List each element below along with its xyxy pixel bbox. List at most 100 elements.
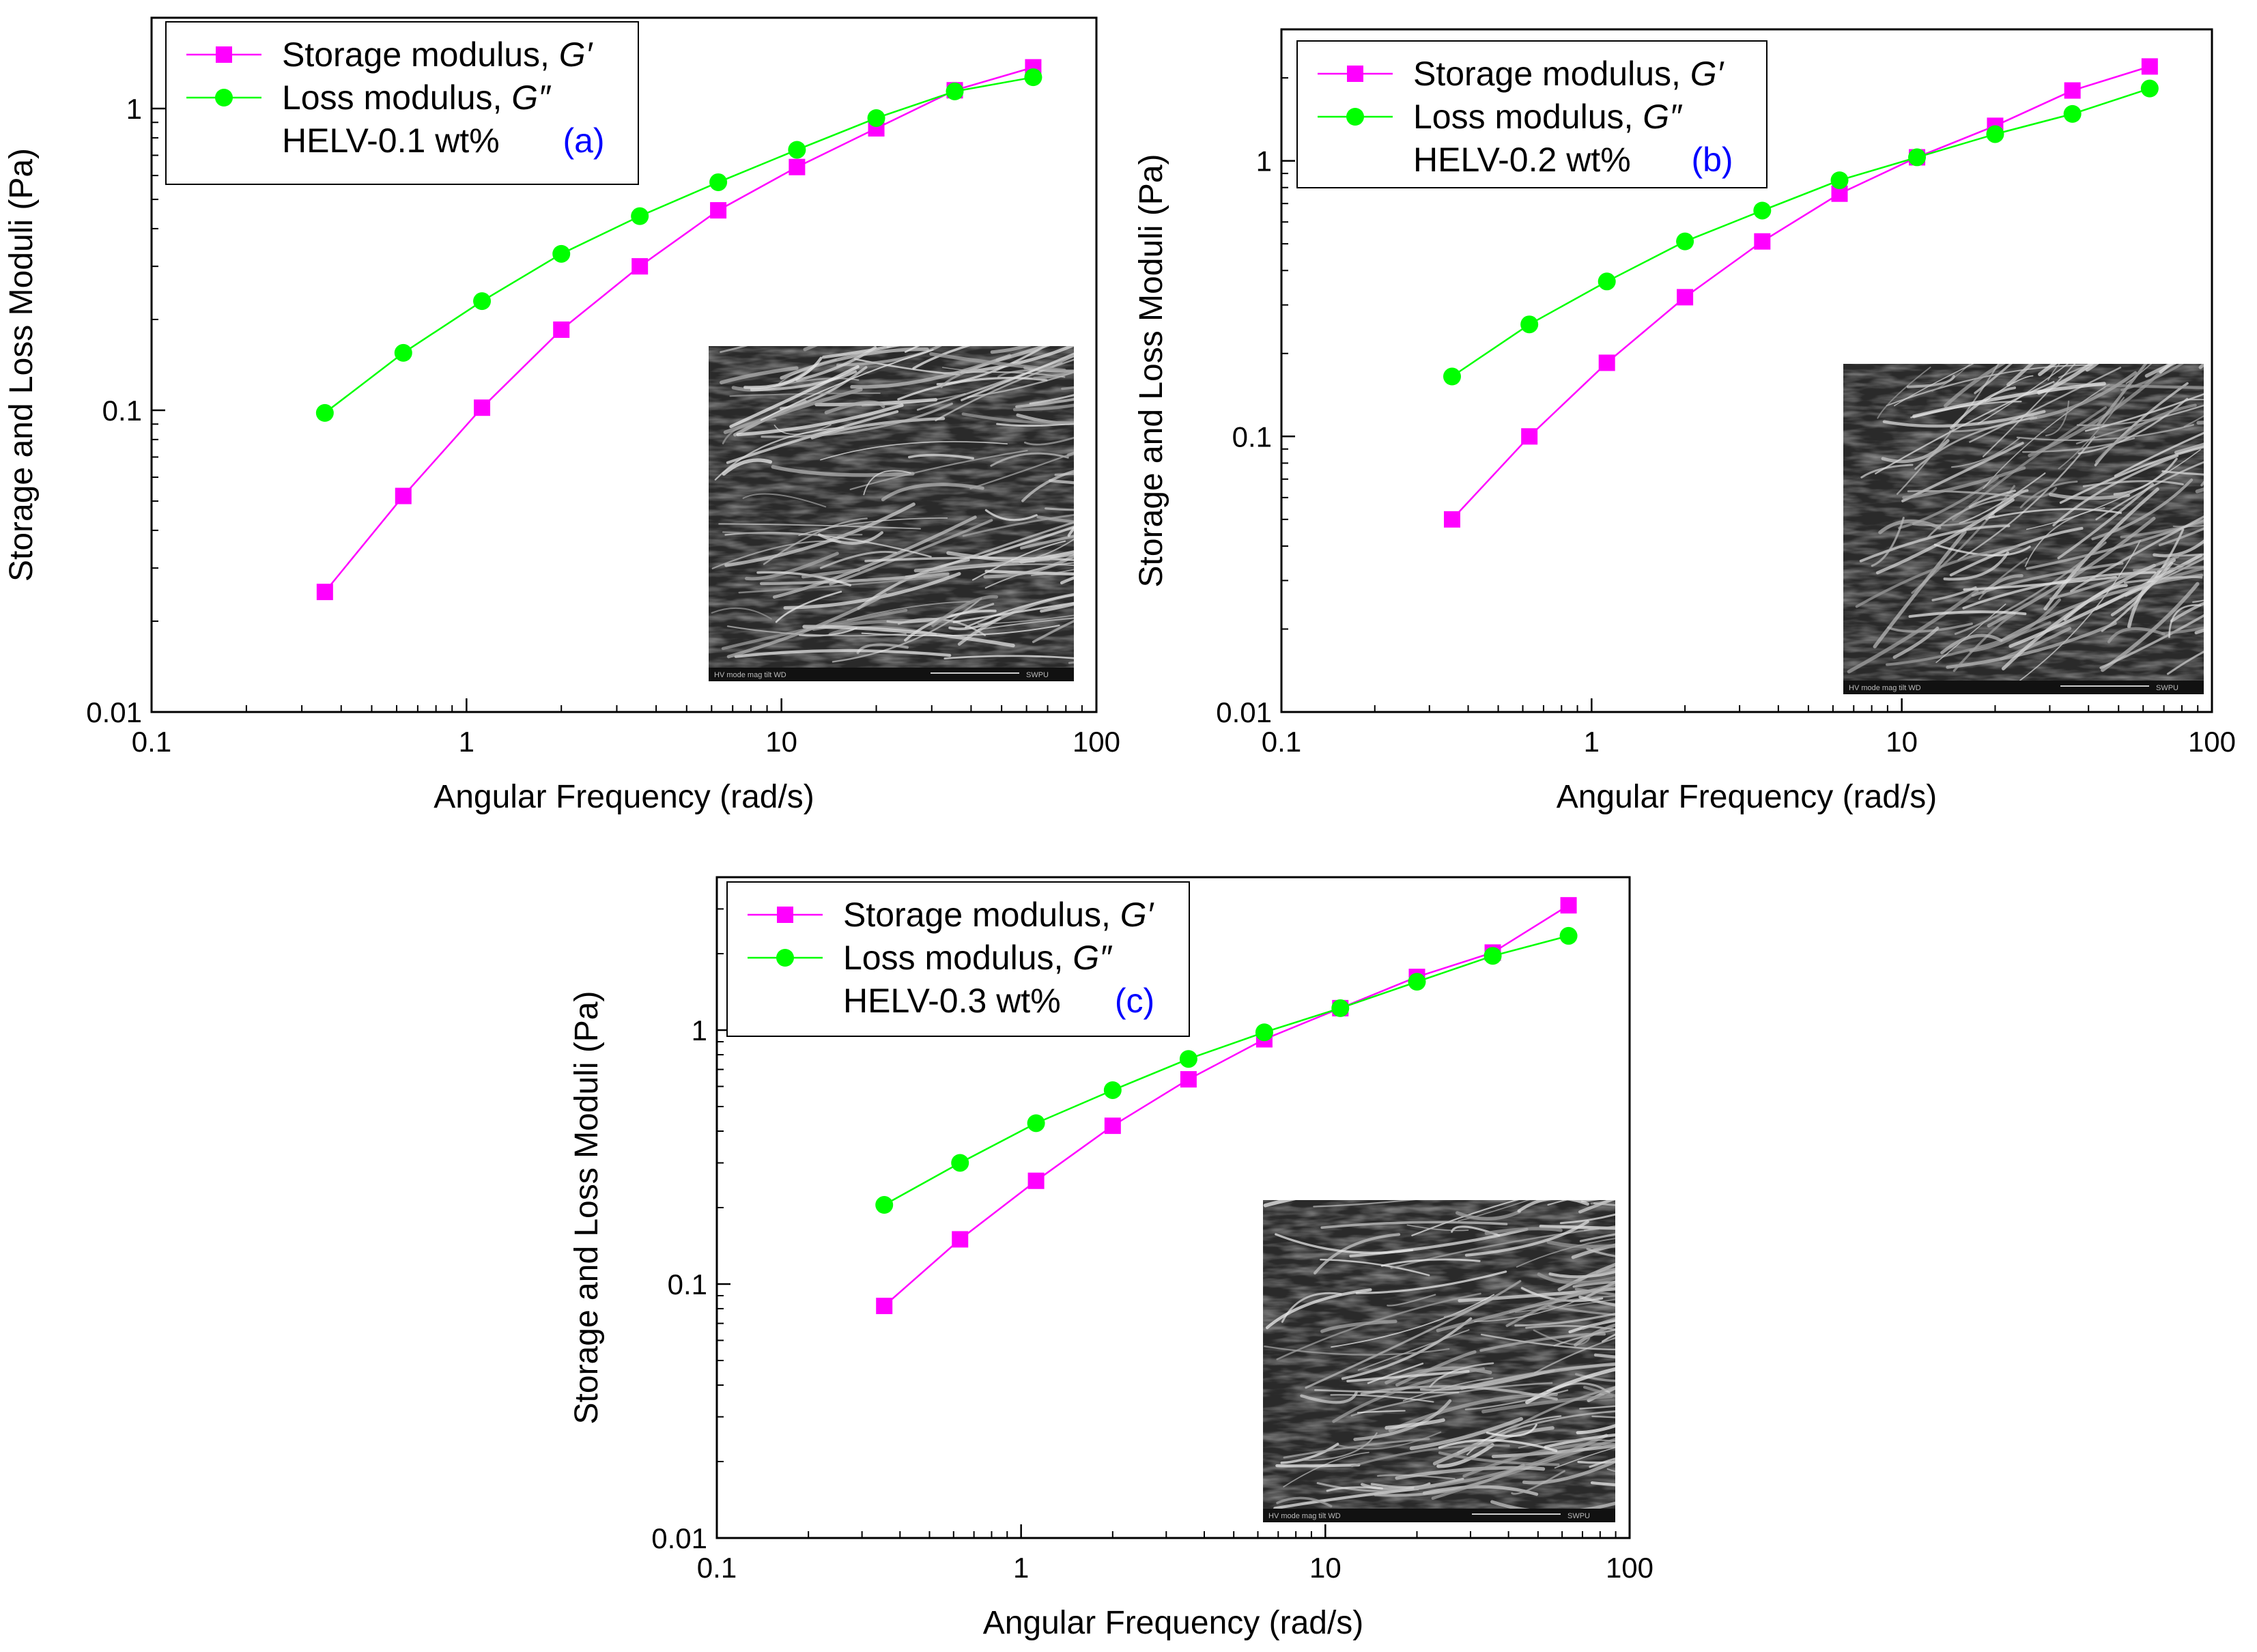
data-point-square	[1027, 1172, 1045, 1189]
sem-fiber	[772, 515, 977, 599]
sem-fiber	[960, 346, 1074, 374]
y-tick-label: 0.01	[86, 696, 142, 728]
sem-fiber	[886, 346, 892, 348]
panel-label: (b)	[1691, 141, 1733, 179]
sample-label: HELV-0.2 wt%	[1413, 141, 1631, 179]
sem-fiber	[742, 493, 827, 508]
sem-fiber	[1582, 1386, 1615, 1397]
data-point-square	[1598, 354, 1615, 371]
sem-fiber	[1012, 403, 1074, 412]
sem-fiber	[1931, 364, 1971, 392]
sem-fiber	[1298, 1432, 1378, 1461]
sem-fiber	[1953, 612, 2016, 672]
sem-fiber	[1875, 498, 2015, 575]
data-point-circle	[951, 1154, 969, 1172]
sem-fiber	[1593, 1202, 1615, 1206]
x-tick-label: 100	[1073, 726, 1120, 758]
sem-fiber	[1877, 367, 1931, 419]
data-point-circle	[1255, 1023, 1273, 1042]
data-point-circle	[709, 173, 728, 191]
data-point-square	[553, 321, 570, 338]
sem-fiber	[2057, 483, 2155, 560]
legend-marker-square	[777, 907, 793, 923]
legend-marker-circle	[215, 89, 233, 106]
sem-fiber	[1912, 514, 1995, 527]
sem-fiber	[1353, 1399, 1452, 1441]
data-point-circle	[631, 207, 649, 225]
sem-fiber	[2001, 563, 2157, 670]
sem-fiber	[1283, 1451, 1369, 1487]
y-tick-label: 1	[692, 1014, 707, 1046]
sem-fiber	[1023, 436, 1074, 446]
sem-fiber	[1881, 439, 1950, 464]
sem-inset-image	[709, 346, 1074, 681]
legend-label: Storage modulus, G′	[1413, 55, 1724, 93]
sem-fiber	[1020, 535, 1074, 550]
sem-fiber	[1983, 384, 2110, 489]
sem-fiber	[1411, 1200, 1520, 1236]
sem-fiber	[1029, 394, 1074, 405]
x-tick-label: 10	[765, 726, 797, 758]
data-point-circle	[1676, 232, 1694, 251]
sem-fiber	[1949, 526, 2084, 577]
sem-caption-left: HV mode mag tilt WD	[1849, 684, 1921, 692]
series-storage-modulus	[1443, 58, 2158, 528]
sem-fiber	[1516, 1238, 1615, 1268]
data-point-square	[1560, 897, 1577, 914]
sem-fiber	[863, 470, 911, 496]
sem-fiber	[1590, 1200, 1615, 1205]
sem-fiber	[1305, 1297, 1494, 1389]
sem-fiber	[2070, 515, 2204, 593]
sem-fiber	[1517, 1200, 1589, 1213]
data-point-square	[631, 258, 649, 275]
legend-marker-square	[1347, 66, 1363, 82]
sem-fiber	[1871, 517, 1905, 567]
sem-fiber	[1896, 364, 2000, 495]
y-tick-label: 1	[126, 93, 142, 125]
sem-fiber	[1275, 1463, 1361, 1468]
sem-fiber	[1847, 589, 1979, 674]
sem-caption-right: SWPU	[1026, 671, 1049, 679]
sem-fiber	[2133, 565, 2204, 571]
sem-fiber	[2166, 651, 2204, 675]
series-line	[324, 76, 1034, 414]
x-axis-title: Angular Frequency (rad/s)	[434, 779, 814, 815]
x-tick-label: 100	[1606, 1552, 1653, 1584]
legend-label: Loss modulus, G″	[1413, 98, 1683, 136]
sem-fiber	[2045, 400, 2070, 437]
series-line	[324, 66, 1034, 593]
data-point-circle	[1027, 1114, 1045, 1133]
sem-fiber	[1264, 1345, 1450, 1356]
sem-fiber	[1548, 1270, 1615, 1279]
legend-label-symbol: G″	[511, 79, 552, 117]
y-tick-label: 0.1	[1232, 421, 1272, 453]
sem-fiber	[1457, 1410, 1615, 1453]
sem-fiber	[916, 354, 1074, 411]
data-point-circle	[1986, 125, 2004, 143]
sem-fiber	[2127, 558, 2176, 629]
sem-fiber	[722, 458, 773, 476]
sem-fiber	[726, 593, 888, 659]
legend-marker-circle	[1346, 108, 1364, 126]
sem-fiber	[2000, 627, 2072, 661]
sem-fiber	[2053, 382, 2204, 390]
sem-fiber	[729, 365, 860, 429]
sem-fiber	[2158, 527, 2204, 547]
sem-fiber	[961, 352, 1074, 401]
series-line	[1451, 66, 2150, 520]
sem-fiber	[1021, 470, 1074, 502]
sem-fiber	[2194, 628, 2204, 635]
data-point-circle	[1598, 272, 1616, 291]
sem-fiber	[1577, 1460, 1615, 1464]
series-loss-modulus	[315, 68, 1042, 422]
sem-fiber	[1595, 1268, 1615, 1274]
sem-fiber	[929, 352, 1066, 373]
sem-fiber	[743, 356, 823, 389]
sem-fiber	[802, 625, 1015, 648]
data-point-circle	[1331, 999, 1350, 1017]
sem-fiber	[2183, 415, 2204, 427]
sem-fiber	[1977, 364, 2069, 425]
sem-fiber	[1606, 1468, 1615, 1472]
sem-fiber	[724, 502, 915, 567]
sem-fiber	[967, 371, 1074, 399]
